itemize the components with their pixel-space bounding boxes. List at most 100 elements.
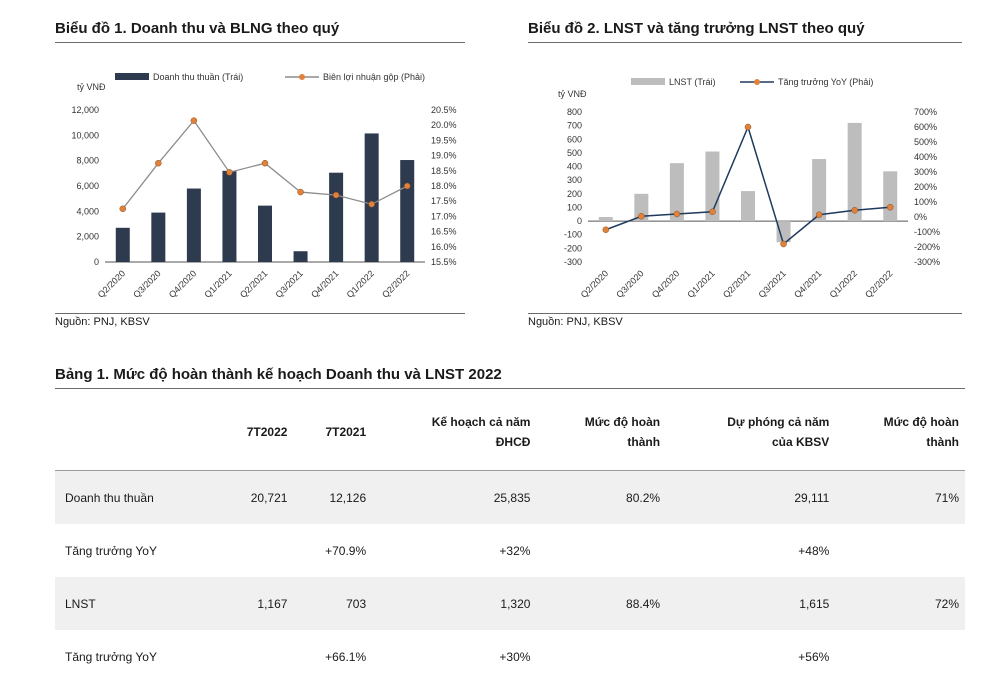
series-line: [605, 124, 891, 246]
y2-tick-label: 18.5%: [431, 166, 457, 176]
x-tick-label: Q1/2021: [685, 268, 716, 299]
y-tick-label: 200: [567, 189, 582, 199]
header-cell: 7T2021: [325, 425, 367, 439]
table-cell: +30%: [499, 649, 531, 664]
legend-label: Tăng trưởng YoY (Phải): [778, 77, 873, 87]
table-cell: 72%: [934, 596, 959, 611]
y-tick-label: 100: [567, 202, 582, 212]
bar: [258, 205, 272, 262]
legend-label: Doanh thu thuần (Trái): [153, 72, 243, 82]
y-tick-label: -100: [564, 230, 582, 240]
line-marker: [638, 213, 645, 220]
table-cell: LNST: [65, 596, 96, 611]
x-tick-label: Q4/2021: [792, 268, 823, 299]
bar: [847, 122, 862, 222]
table-cell: Doanh thu thuần: [65, 490, 154, 505]
y-tick-label: 800: [567, 107, 582, 117]
line-marker: [673, 210, 681, 218]
table-cell: [536, 524, 666, 577]
y-tick-label: 0: [94, 257, 99, 267]
table-cell: Tăng trưởng YoY: [65, 543, 157, 558]
line-marker: [744, 123, 752, 131]
y-tick-label: 10,000: [71, 130, 99, 140]
bar: [883, 171, 898, 222]
table-row: Tăng trưởng YoY +70.9% +32% +48%: [55, 524, 965, 577]
y2-tick-label: 17.5%: [431, 196, 457, 206]
table-cell: [835, 524, 965, 577]
header-cell: 7T2022: [246, 425, 288, 439]
bar: [598, 217, 613, 222]
y2-tick-label: 300%: [914, 167, 937, 177]
chart2-source: Nguồn: PNJ, KBSV: [528, 316, 623, 328]
line-marker: [332, 191, 340, 199]
y2-tick-label: 20.5%: [431, 105, 457, 115]
x-tick-label: Q3/2021: [756, 268, 787, 299]
bar: [741, 191, 755, 222]
legend-marker-swatch: [299, 74, 305, 80]
y2-tick-label: 100%: [914, 197, 937, 207]
line-marker: [226, 169, 233, 176]
table-cell: [536, 630, 666, 683]
table-cell: +66.1%: [325, 649, 367, 664]
y-tick-label: 700: [567, 121, 582, 131]
y-axis-unit-label: tỷ VNĐ: [77, 82, 106, 92]
y2-tick-label: 200%: [914, 182, 937, 192]
y2-tick-label: 19.0%: [431, 151, 457, 161]
bar: [151, 212, 166, 262]
line-marker: [851, 207, 858, 214]
line-marker: [297, 188, 304, 196]
chart1-canvas: tỷ VNĐ 0 2,000 4,000 6,000 8,000 10,000 12,000 1…: [71, 72, 457, 300]
chart1-title: Biểu đồ 1. Doanh thu và BLNG theo quý: [55, 20, 340, 37]
y2-tick-label: -300%: [914, 257, 940, 267]
y2-tick-label: 0%: [914, 212, 927, 222]
table-cell: +56%: [798, 649, 830, 664]
header-cell: Kế hoạch cả năm ĐHCĐ: [431, 415, 531, 449]
y-tick-label: 600: [567, 134, 582, 144]
line-marker: [261, 159, 269, 167]
header-cell: Mức độ hoàn thành: [883, 415, 959, 449]
y-tick-label: 8,000: [76, 156, 99, 166]
y2-tick-label: 600%: [914, 122, 937, 132]
y2-tick-label: -100%: [914, 227, 940, 237]
x-tick-label: Q2/2021: [238, 268, 269, 299]
table-title-rule: [55, 388, 965, 389]
table-row: LNST 1,167 703 1,320 88.4% 1,615 72%: [55, 577, 965, 630]
x-tick-label: Q2/2021: [721, 268, 752, 299]
table-cell: 71%: [934, 490, 959, 505]
x-tick-label: Q1/2022: [345, 268, 376, 299]
chart2-source-rule: [528, 313, 962, 314]
table-cell: +48%: [798, 543, 830, 558]
y2-tick-label: 16.0%: [431, 242, 457, 252]
x-tick-label: Q3/2021: [273, 268, 304, 299]
y2-tick-label: 18.0%: [431, 181, 457, 191]
chart2-title: Biểu đồ 2. LNST và tăng trưởng LNST theo…: [528, 20, 865, 37]
x-tick-label: Q1/2022: [828, 268, 859, 299]
x-tick-label: Q2/2022: [863, 268, 894, 299]
chart1-source: Nguồn: PNJ, KBSV: [55, 316, 150, 328]
y-axis-unit-label: tỷ VNĐ: [558, 89, 587, 99]
table-cell: Tăng trưởng YoY: [65, 649, 157, 664]
table-cell: 1,615: [799, 596, 830, 611]
x-tick-label: Q4/2021: [309, 268, 340, 299]
x-tick-label: Q1/2021: [202, 268, 233, 299]
table-row: Doanh thu thuần 20,721 12,126 25,835 80.…: [55, 470, 965, 524]
bar: [222, 170, 237, 262]
y-tick-label: 12,000: [71, 105, 99, 115]
line-marker: [403, 182, 411, 190]
table-cell: +32%: [499, 543, 531, 558]
x-tick-label: Q3/2020: [614, 268, 645, 299]
bar: [400, 160, 415, 262]
line-marker: [709, 208, 716, 215]
table-cell: 20,721: [250, 490, 288, 505]
table-cell: 29,111: [794, 490, 830, 505]
legend-label: LNST (Trái): [669, 77, 716, 87]
bar: [364, 133, 379, 262]
bar: [812, 159, 827, 222]
bar: [776, 221, 791, 243]
table-cell: 80.2%: [626, 490, 661, 505]
table-cell: [215, 524, 293, 577]
table-row: Tăng trưởng YoY +66.1% +30% +56%: [55, 630, 965, 683]
table-cell: 12,126: [329, 490, 367, 505]
bar: [329, 172, 344, 262]
table-cell: 25,835: [493, 490, 531, 505]
